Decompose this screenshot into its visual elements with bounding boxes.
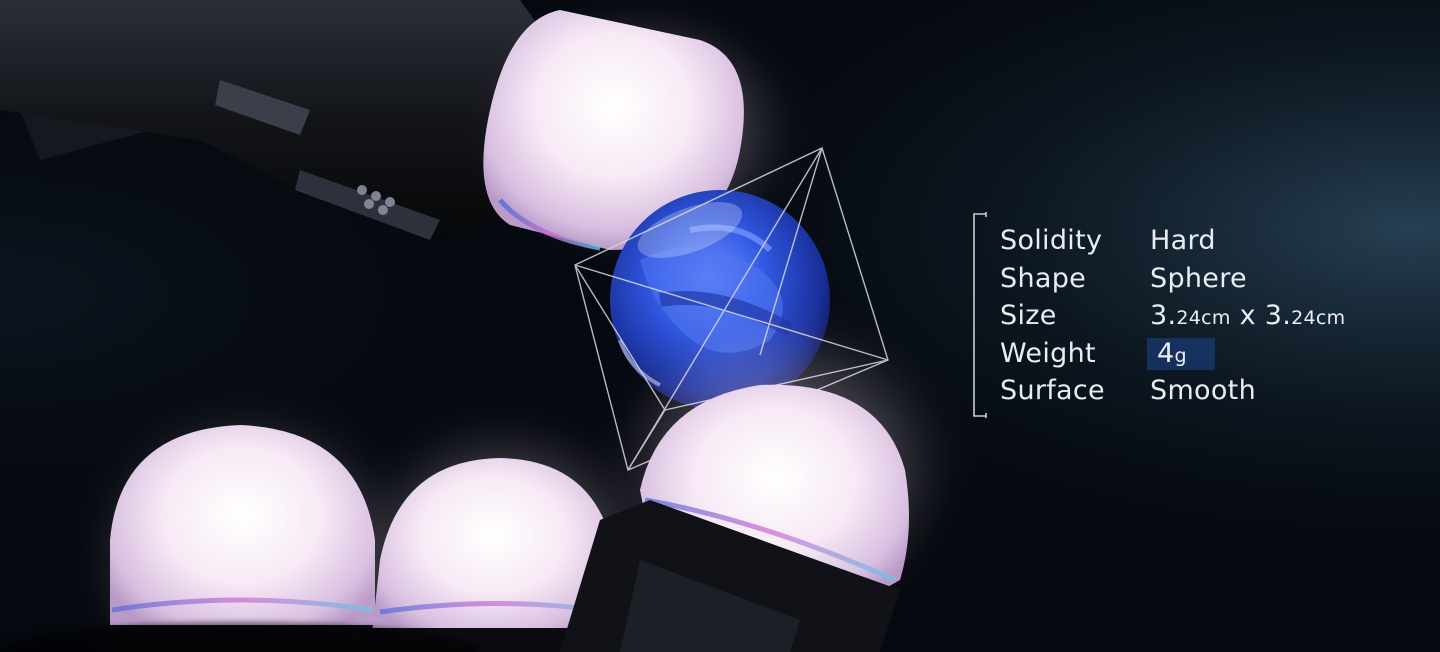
property-value: 3.24cm x 3.24cm — [1150, 297, 1345, 338]
property-value-highlighted: 4g — [1150, 335, 1215, 373]
property-value: Smooth — [1150, 372, 1256, 410]
property-label: Size — [1000, 297, 1057, 335]
property-label: Surface — [1000, 372, 1105, 410]
object-properties-panel: Solidity Hard Shape Sphere Size 3.24cm x… — [972, 212, 1392, 418]
panel-bracket — [972, 212, 988, 418]
property-label: Shape — [1000, 260, 1086, 298]
property-value: Hard — [1150, 222, 1216, 260]
property-value: Sphere — [1150, 260, 1247, 298]
property-label: Solidity — [1000, 222, 1102, 260]
property-label: Weight — [1000, 335, 1096, 373]
